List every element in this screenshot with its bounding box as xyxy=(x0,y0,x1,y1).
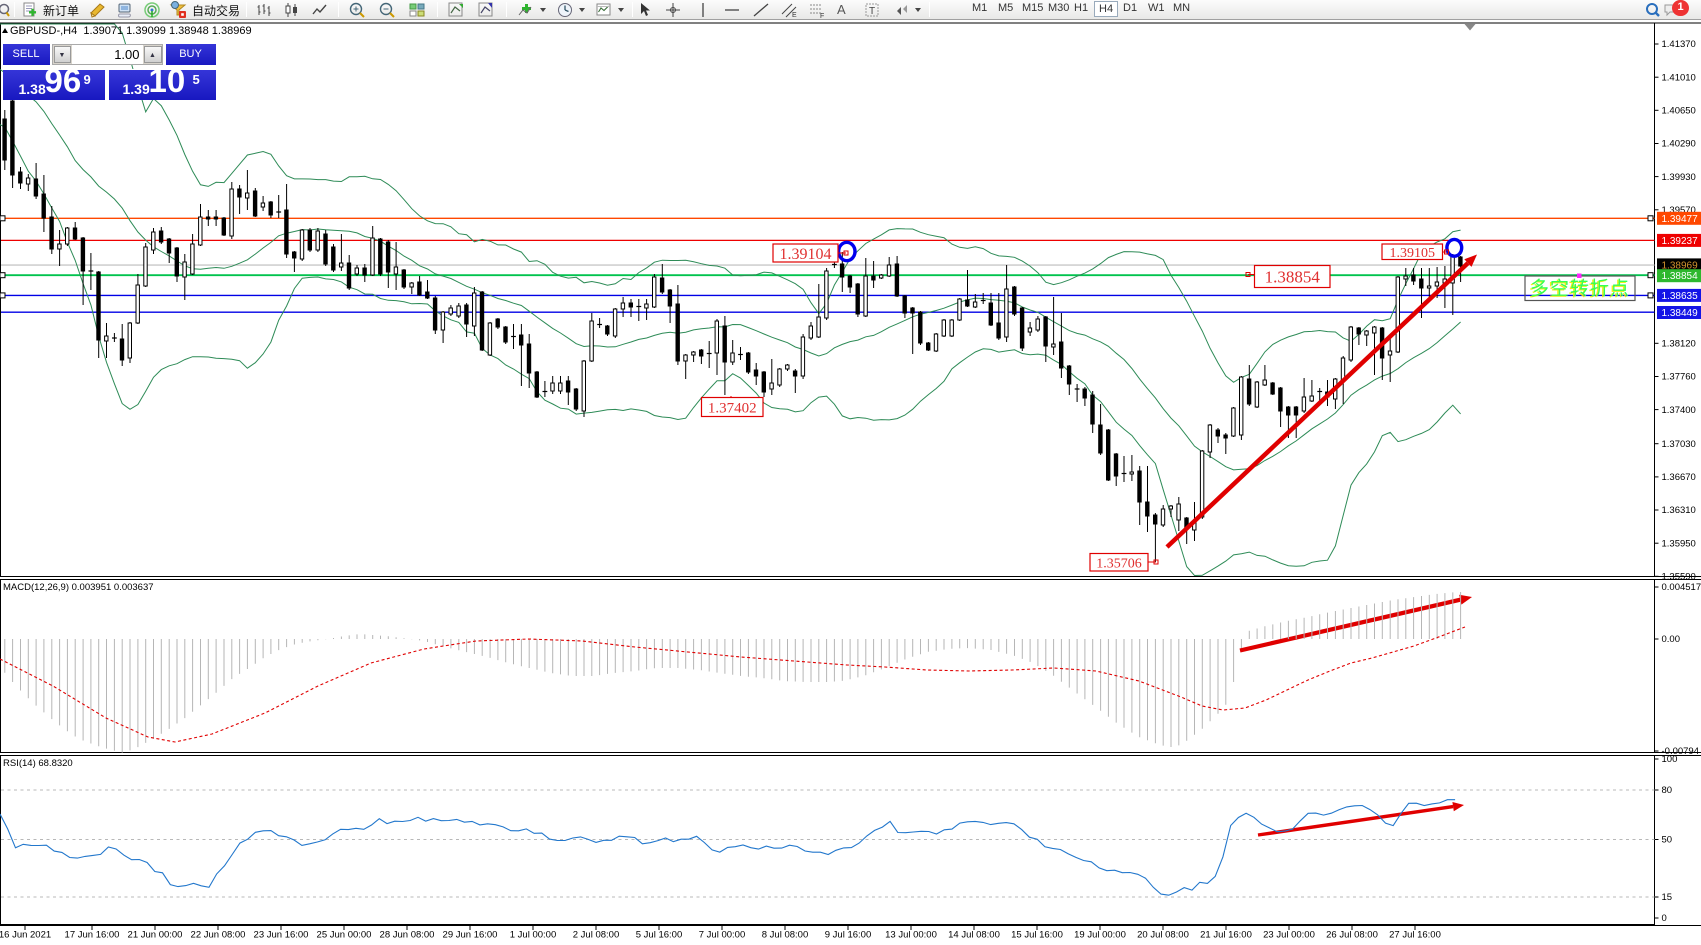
svg-text:1.35706: 1.35706 xyxy=(1096,556,1142,571)
svg-text:1.39104: 1.39104 xyxy=(780,246,832,263)
svg-text:17 Jun 16:00: 17 Jun 16:00 xyxy=(65,930,120,941)
svg-text:1.39105: 1.39105 xyxy=(1390,246,1436,261)
svg-text:1.38449: 1.38449 xyxy=(1662,308,1699,319)
svg-text:1.40650: 1.40650 xyxy=(1662,106,1696,117)
svg-text:13 Jul 00:00: 13 Jul 00:00 xyxy=(885,930,937,941)
svg-text:1.41370: 1.41370 xyxy=(1662,39,1696,50)
svg-text:100: 100 xyxy=(1662,754,1678,765)
svg-text:16 Jun 2021: 16 Jun 2021 xyxy=(0,930,51,941)
svg-text:RSI(14) 68.8320: RSI(14) 68.8320 xyxy=(3,758,73,769)
svg-text:7 Jul 00:00: 7 Jul 00:00 xyxy=(699,930,745,941)
svg-text:0.00: 0.00 xyxy=(1662,634,1681,645)
svg-text:50: 50 xyxy=(1662,835,1673,846)
svg-text:29 Jun 16:00: 29 Jun 16:00 xyxy=(443,930,498,941)
svg-text:19 Jul 00:00: 19 Jul 00:00 xyxy=(1074,930,1126,941)
svg-text:23 Jul 00:00: 23 Jul 00:00 xyxy=(1263,930,1315,941)
svg-text:F: F xyxy=(820,13,824,19)
svg-text:1.39930: 1.39930 xyxy=(1662,172,1696,183)
svg-text:9 Jul 16:00: 9 Jul 16:00 xyxy=(825,930,871,941)
svg-text:1.35950: 1.35950 xyxy=(1662,538,1696,549)
svg-text:1 Jul 00:00: 1 Jul 00:00 xyxy=(510,930,556,941)
svg-text:1.36670: 1.36670 xyxy=(1662,472,1696,483)
svg-text:0.004517: 0.004517 xyxy=(1662,582,1701,593)
svg-text:2 Jul 08:00: 2 Jul 08:00 xyxy=(573,930,619,941)
svg-text:1.39477: 1.39477 xyxy=(1662,214,1699,225)
svg-text:15 Jul 16:00: 15 Jul 16:00 xyxy=(1011,930,1063,941)
svg-text:1.37760: 1.37760 xyxy=(1662,372,1696,383)
svg-text:28 Jun 08:00: 28 Jun 08:00 xyxy=(380,930,435,941)
svg-text:15: 15 xyxy=(1662,892,1673,903)
svg-text:1.41010: 1.41010 xyxy=(1662,72,1696,83)
svg-text:21 Jul 16:00: 21 Jul 16:00 xyxy=(1200,930,1252,941)
svg-text:23 Jun 16:00: 23 Jun 16:00 xyxy=(254,930,309,941)
svg-text:25 Jun 00:00: 25 Jun 00:00 xyxy=(317,930,372,941)
svg-text:T: T xyxy=(869,6,875,17)
svg-text:0: 0 xyxy=(1662,913,1667,924)
svg-text:1.39237: 1.39237 xyxy=(1662,236,1699,247)
svg-text:1.40290: 1.40290 xyxy=(1662,139,1696,150)
svg-text:1.35590: 1.35590 xyxy=(1662,572,1696,583)
svg-text:21 Jun 00:00: 21 Jun 00:00 xyxy=(128,930,183,941)
svg-text:22 Jun 08:00: 22 Jun 08:00 xyxy=(191,930,246,941)
svg-text:1.38120: 1.38120 xyxy=(1662,339,1696,350)
svg-text:1.38854: 1.38854 xyxy=(1662,271,1699,282)
svg-text:1.38854: 1.38854 xyxy=(1265,268,1321,287)
svg-text:1.38635: 1.38635 xyxy=(1662,291,1699,302)
svg-text:20 Jul 08:00: 20 Jul 08:00 xyxy=(1137,930,1189,941)
svg-text:80: 80 xyxy=(1662,785,1673,796)
svg-text:5 Jul 16:00: 5 Jul 16:00 xyxy=(636,930,682,941)
svg-text:E: E xyxy=(792,12,797,19)
svg-text:26 Jul 08:00: 26 Jul 08:00 xyxy=(1326,930,1378,941)
svg-text:1.36310: 1.36310 xyxy=(1662,505,1696,516)
svg-text:8 Jul 08:00: 8 Jul 08:00 xyxy=(762,930,808,941)
svg-text:1.37400: 1.37400 xyxy=(1662,405,1696,416)
svg-text:多空转折点: 多空转折点 xyxy=(1530,278,1630,300)
svg-text:MACD(12,26,9) 0.003951 0.00363: MACD(12,26,9) 0.003951 0.003637 xyxy=(3,582,154,593)
svg-text:1.37402: 1.37402 xyxy=(708,400,757,416)
svg-text:1.37030: 1.37030 xyxy=(1662,439,1696,450)
svg-text:27 Jul 16:00: 27 Jul 16:00 xyxy=(1389,930,1441,941)
svg-text:14 Jul 08:00: 14 Jul 08:00 xyxy=(948,930,1000,941)
